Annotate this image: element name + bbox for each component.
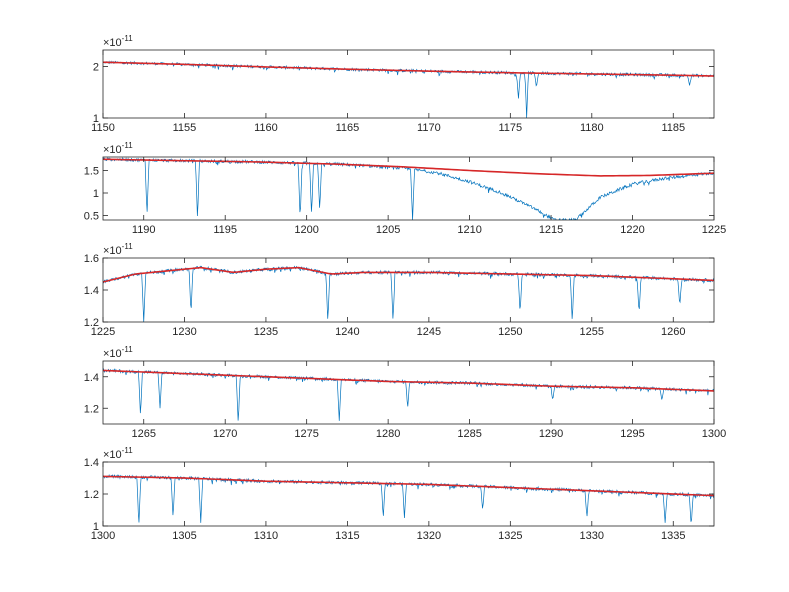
x-tick-label: 1165 [336, 122, 360, 134]
y-exponent-label: ×10-11 [103, 345, 133, 360]
y-tick-label: 1.4 [84, 457, 99, 469]
x-tick-label: 1250 [498, 326, 522, 338]
continuum-fit-line [103, 369, 714, 392]
x-tick-label: 1225 [91, 326, 115, 338]
x-tick-label: 1185 [661, 122, 685, 134]
x-tick-label: 1150 [91, 122, 115, 134]
spectrum-line [103, 60, 714, 118]
continuum-fit-line [103, 266, 714, 283]
x-tick-label: 1320 [417, 530, 441, 542]
x-tick-label: 1180 [580, 122, 604, 134]
y-tick-label: 1 [93, 113, 99, 125]
x-tick-label: 1275 [294, 428, 318, 440]
y-exponent-label: ×10-11 [103, 446, 133, 461]
x-tick-label: 1260 [661, 326, 685, 338]
x-tick-label: 1155 [173, 122, 197, 134]
x-tick-label: 1255 [580, 326, 604, 338]
y-exponent-label: ×10-11 [103, 141, 133, 156]
subplot-4: 1265 1270 1275 1280 1285 1290 1295 1300 1.2 1.4 ×1… [84, 345, 727, 440]
y-tick-label: 1.2 [84, 489, 99, 501]
x-tick-label: 1300 [702, 428, 726, 440]
x-tick-label: 1210 [457, 224, 481, 236]
x-tick-label: 1225 [702, 224, 726, 236]
x-tick-label: 1190 [132, 224, 156, 236]
y-tick-label: 1.2 [84, 403, 99, 415]
x-tick-label: 1230 [172, 326, 196, 338]
x-tick-label: 1310 [254, 530, 278, 542]
x-tick-label: 1305 [172, 530, 196, 542]
y-tick-label: 1.4 [84, 285, 99, 297]
x-tick-label: 1290 [539, 428, 563, 440]
x-tick-label: 1245 [417, 326, 441, 338]
x-tick-label: 1160 [254, 122, 278, 134]
axes-box [102, 461, 715, 527]
y-tick-label: 1.2 [84, 317, 99, 329]
continuum-fit-line [103, 475, 714, 497]
subplot-3: 1225 1230 1235 1240 1245 1250 1255 1260 1.2 1.4 1.… [84, 242, 715, 338]
y-tick-label: 2 [93, 62, 99, 74]
x-tick-label: 1235 [254, 326, 278, 338]
subplot-1: 1150 1155 1160 1165 1170 1175 1180 1185 1 2 ×10-11 [91, 34, 715, 134]
x-tick-label: 1175 [499, 122, 523, 134]
subplot-5: 1300 1305 1310 1315 1320 1325 1330 1335 1 1.2 1.4 ×… [84, 446, 715, 542]
x-tick-label: 1315 [335, 530, 359, 542]
x-tick-label: 1325 [498, 530, 522, 542]
spectrum-line [103, 265, 714, 322]
axes-box [102, 360, 715, 425]
y-exponent-label: ×10-11 [103, 242, 133, 257]
continuum-fit-line [103, 61, 714, 77]
x-tick-label: 1200 [294, 224, 318, 236]
x-tick-label: 1265 [131, 428, 155, 440]
x-tick-label: 1215 [539, 224, 563, 236]
axes-box [102, 49, 715, 119]
y-tick-label: 1.6 [84, 253, 99, 265]
subplot-2: 1190 1195 1200 1205 1210 1215 1220 1225 0.5 1 1.5 ×… [84, 141, 727, 236]
y-exponent-label: ×10-11 [103, 34, 133, 49]
axes-box [102, 156, 715, 221]
x-tick-label: 1280 [376, 428, 400, 440]
x-tick-label: 1220 [620, 224, 644, 236]
continuum-fit-line [103, 158, 714, 177]
x-tick-label: 1270 [213, 428, 237, 440]
y-tick-label: 1.4 [84, 372, 99, 384]
spectrum-line [103, 473, 714, 523]
x-tick-label: 1335 [661, 530, 685, 542]
x-tick-label: 1295 [620, 428, 644, 440]
x-tick-label: 1195 [213, 224, 237, 236]
x-tick-label: 1330 [580, 530, 604, 542]
y-tick-label: 0.5 [84, 211, 99, 223]
y-tick-label: 1 [93, 521, 99, 533]
x-tick-label: 1300 [91, 530, 115, 542]
y-tick-label: 1.5 [84, 166, 99, 178]
x-tick-label: 1170 [417, 122, 441, 134]
spectrum-line [103, 368, 714, 421]
x-tick-label: 1240 [335, 326, 359, 338]
x-tick-label: 1285 [457, 428, 481, 440]
y-tick-label: 1 [93, 188, 99, 200]
x-tick-label: 1205 [376, 224, 400, 236]
